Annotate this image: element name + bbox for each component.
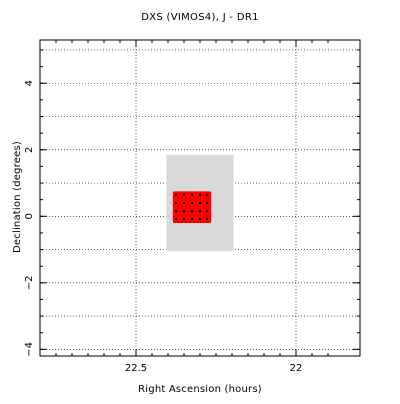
data-point: [175, 217, 177, 220]
chart-title: DXS (VIMOS4), J - DR1: [141, 12, 258, 23]
data-point: [183, 201, 185, 204]
data-point: [199, 201, 201, 204]
data-point: [199, 193, 201, 196]
data-point: [206, 201, 209, 204]
y-tick-label: 4: [24, 80, 35, 86]
observed-region: [172, 191, 212, 223]
axis-ticks: 22.5 22 4 2 0 −2 −4: [24, 40, 360, 374]
data-point: [206, 217, 209, 220]
x-tick-label: 22.5: [125, 363, 147, 374]
data-point: [175, 193, 177, 196]
y-tick-label: −4: [24, 342, 35, 357]
data-point: [199, 210, 201, 213]
data-point: [206, 193, 209, 196]
y-tick-label: 2: [24, 147, 35, 153]
data-point: [191, 217, 193, 220]
data-point: [206, 210, 209, 213]
data-points: [175, 193, 209, 220]
data-point: [191, 201, 193, 204]
data-point: [175, 201, 177, 204]
data-point: [191, 193, 193, 196]
data-point: [191, 210, 193, 213]
data-point: [175, 210, 177, 213]
x-axis-label: Right Ascension (hours): [138, 384, 262, 395]
y-axis-label: Declination (degrees): [12, 141, 23, 253]
data-point: [199, 217, 201, 220]
data-point: [183, 217, 185, 220]
y-tick-label: 0: [24, 213, 35, 219]
data-point: [183, 210, 185, 213]
y-tick-label: −2: [24, 275, 35, 290]
x-tick-label: 22: [290, 363, 303, 374]
data-point: [183, 193, 185, 196]
